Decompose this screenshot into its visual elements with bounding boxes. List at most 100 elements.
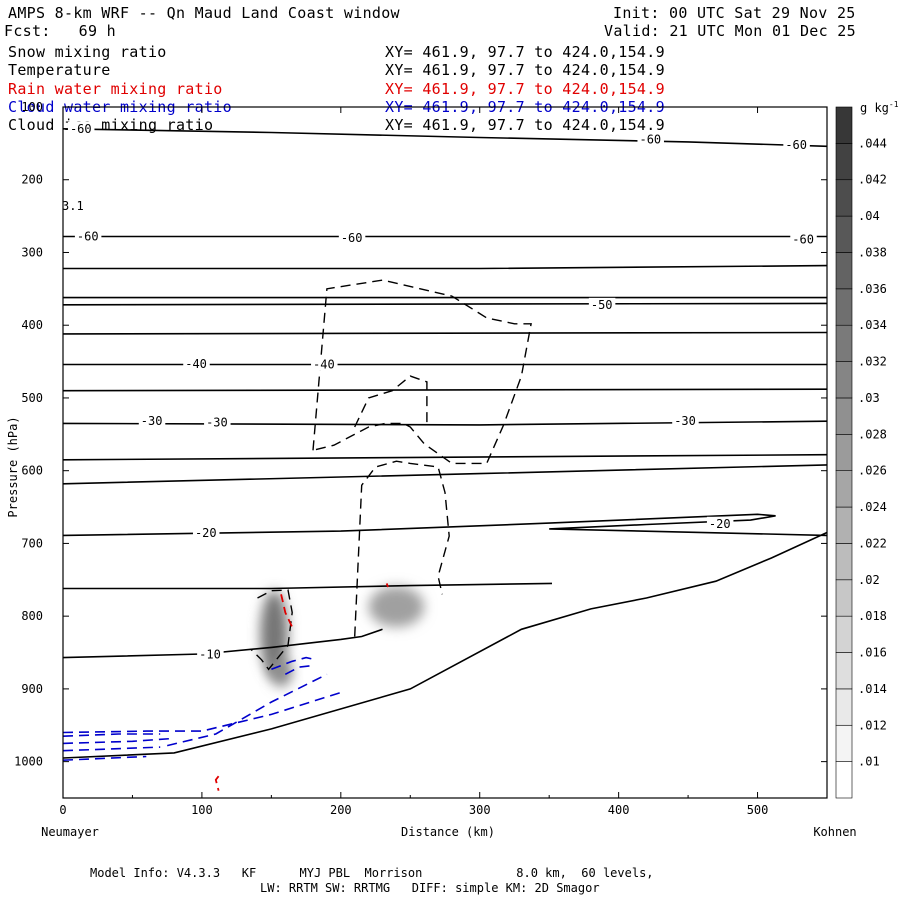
temperature-contour-label: -60 xyxy=(70,122,92,136)
y-tick-label: 300 xyxy=(21,245,43,259)
colorbar-swatch xyxy=(835,324,853,362)
forecast-hour: Fcst: 69 h xyxy=(4,22,116,40)
colorbar-level-label: .018 xyxy=(858,609,887,623)
rain-water-contour xyxy=(214,775,220,791)
snow-shading-blob xyxy=(368,586,425,628)
field-xy-temperature: XY= 461.9, 97.7 to 424.0,154.9 xyxy=(385,61,665,79)
temperature-contour-label: -60 xyxy=(785,138,807,152)
cloud-water-contour xyxy=(284,664,314,676)
contour-label-backdrop xyxy=(790,232,817,246)
field-name-temperature: Temperature xyxy=(8,61,111,79)
colorbar-swatch xyxy=(835,724,853,762)
colorbar-level-label: .024 xyxy=(858,500,887,514)
y-tick-label: 400 xyxy=(21,318,43,332)
contour-label-backdrop xyxy=(637,132,664,146)
colorbar-unit: g kg-1 xyxy=(860,100,899,115)
x-axis-title: Distance (km) xyxy=(401,825,495,839)
colorbar-swatch xyxy=(835,434,853,471)
model-info-line2: LW: RRTM SW: RRTMG DIFF: simple KM: 2D S… xyxy=(260,881,600,895)
colorbar-swatch xyxy=(835,143,853,181)
colorbar-swatch xyxy=(835,397,853,435)
y-tick-label: 800 xyxy=(21,609,43,623)
temperature-contour-label: -60 xyxy=(77,229,99,243)
chart-title: AMPS 8-km WRF -- Qn Maud Land Coast wind… xyxy=(8,4,400,22)
colorbar-swatch xyxy=(835,652,853,690)
cloud-water-contour xyxy=(63,746,161,752)
x-tick-label: 500 xyxy=(747,803,769,817)
field-name-snow: Snow mixing ratio xyxy=(8,43,167,61)
temperature-contour xyxy=(63,582,553,590)
init-time: Init: 00 UTC Sat 29 Nov 25 xyxy=(613,4,856,22)
stray-label: 3.1 xyxy=(62,199,84,213)
contour-label-backdrop xyxy=(588,297,616,311)
colorbar-swatch xyxy=(835,215,853,253)
contour-label-backdrop xyxy=(197,647,224,661)
cloud-water-contour xyxy=(63,755,147,761)
contour-label-backdrop xyxy=(672,414,699,428)
colorbar-level-label: .032 xyxy=(858,355,887,369)
rain-water-contour xyxy=(385,583,389,588)
colorbar-swatch xyxy=(835,288,853,326)
cloud-water-contour xyxy=(63,733,161,737)
colorbar-swatch xyxy=(835,761,853,799)
temperature-contour xyxy=(63,331,827,335)
colorbar-level-label: .042 xyxy=(858,173,887,187)
colorbar-level-label: .02 xyxy=(858,573,880,587)
cloud-water-contour xyxy=(167,673,328,747)
x-tick-label: 400 xyxy=(608,803,630,817)
x-tick-label: 100 xyxy=(191,803,213,817)
x-start-label: Neumayer xyxy=(41,825,99,839)
cloud-ice-contour xyxy=(354,375,428,428)
temperature-contour-label: -40 xyxy=(313,357,335,371)
temperature-contour-label: -20 xyxy=(709,517,731,531)
colorbar-swatch xyxy=(835,579,853,617)
y-tick-label: 100 xyxy=(21,100,43,114)
rain-water-contour xyxy=(280,594,294,628)
temperature-contour-label: -60 xyxy=(792,232,814,246)
contour-label-backdrop xyxy=(311,357,338,371)
temperature-contour xyxy=(63,302,827,306)
x-end-label: Kohnen xyxy=(813,825,856,839)
colorbar-swatch xyxy=(835,106,853,144)
y-tick-label: 1000 xyxy=(14,755,43,769)
colorbar-level-label: .022 xyxy=(858,536,887,550)
colorbar-level-label: .012 xyxy=(858,718,887,732)
cloud-water-contour xyxy=(271,656,316,671)
cloud-ice-contour xyxy=(354,460,450,637)
contour-label-backdrop xyxy=(183,356,210,370)
colorbar-level-label: .016 xyxy=(858,646,887,660)
cloud-water-contour xyxy=(63,737,175,745)
colorbar-level-label: .038 xyxy=(858,245,887,259)
y-tick-label: 600 xyxy=(21,464,43,478)
colorbar-swatch xyxy=(835,361,853,399)
temperature-contour xyxy=(63,464,827,485)
colorbar-unit-base: g kg xyxy=(860,101,889,115)
contour-label-backdrop xyxy=(706,516,734,530)
valid-time: Valid: 21 UTC Mon 01 Dec 25 xyxy=(604,22,856,40)
temperature-contour-label: -50 xyxy=(591,298,613,312)
colorbar-swatch xyxy=(835,470,853,508)
cloud-water-contour xyxy=(63,691,342,734)
contour-label-backdrop xyxy=(138,414,166,428)
temperature-contour xyxy=(63,388,827,392)
colorbar-level-label: .034 xyxy=(858,318,887,332)
cloud-ice-contour xyxy=(250,589,293,671)
y-tick-label: 900 xyxy=(21,682,43,696)
colorbar-swatch xyxy=(835,506,853,544)
colorbar-swatch xyxy=(835,543,853,581)
temperature-contour-label: -60 xyxy=(639,133,661,147)
temperature-contour xyxy=(63,420,827,426)
temperature-contour-label: -30 xyxy=(206,416,228,430)
snow-shading-blob xyxy=(260,590,289,678)
colorbar-level-label: .03 xyxy=(858,391,880,405)
temperature-contour xyxy=(63,264,827,270)
colorbar-level-label: .036 xyxy=(858,282,887,296)
colorbar-level-label: .04 xyxy=(858,209,880,223)
x-tick-label: 200 xyxy=(330,803,352,817)
model-info-line1: Model Info: V4.3.3 KF MYJ PBL Morrison 8… xyxy=(90,866,654,880)
temperature-contour xyxy=(63,628,383,659)
temperature-contour xyxy=(63,128,827,148)
plot-frame xyxy=(62,106,828,799)
temperature-contour-label: -10 xyxy=(199,648,221,662)
colorbar-swatch xyxy=(835,252,853,290)
